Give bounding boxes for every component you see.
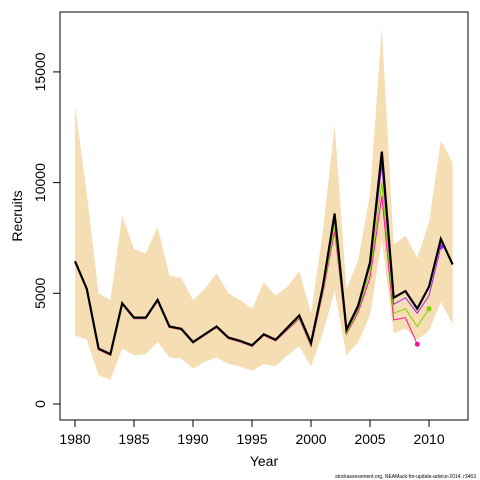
y-axis-label: Recruits [9, 190, 25, 241]
x-tick-label: 1985 [118, 431, 149, 447]
series-line [73, 151, 454, 356]
plot-frame [59, 11, 469, 421]
y-tick-label: 10000 [32, 163, 48, 202]
x-tick-label: 1990 [177, 431, 208, 447]
confidence-band [74, 27, 453, 380]
x-tick-label: 2000 [295, 431, 326, 447]
x-tick-label: 2005 [354, 431, 385, 447]
y-tick-label: 15000 [32, 52, 48, 91]
x-tick-label: 2010 [413, 431, 444, 447]
caption: stockassessment.org, NEAMack-for-update-… [335, 474, 476, 480]
x-tick-label: 1980 [59, 431, 90, 447]
x-axis-label: Year [250, 453, 279, 469]
y-tick-label: 5000 [32, 278, 48, 309]
y-tick-label: 0 [32, 400, 48, 408]
endpoint-dot [414, 341, 420, 347]
endpoint-dot [426, 306, 432, 312]
x-tick-label: 1995 [236, 431, 267, 447]
